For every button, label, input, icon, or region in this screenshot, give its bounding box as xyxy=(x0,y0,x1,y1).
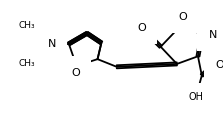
Text: CH₃: CH₃ xyxy=(19,20,35,30)
Text: N: N xyxy=(209,30,217,40)
Text: O: O xyxy=(178,12,187,22)
Text: CH₃: CH₃ xyxy=(19,59,35,68)
Text: O: O xyxy=(137,23,146,33)
Text: O: O xyxy=(215,60,223,70)
Text: OH: OH xyxy=(189,92,204,102)
Text: N: N xyxy=(47,39,56,49)
Text: O: O xyxy=(71,68,80,78)
